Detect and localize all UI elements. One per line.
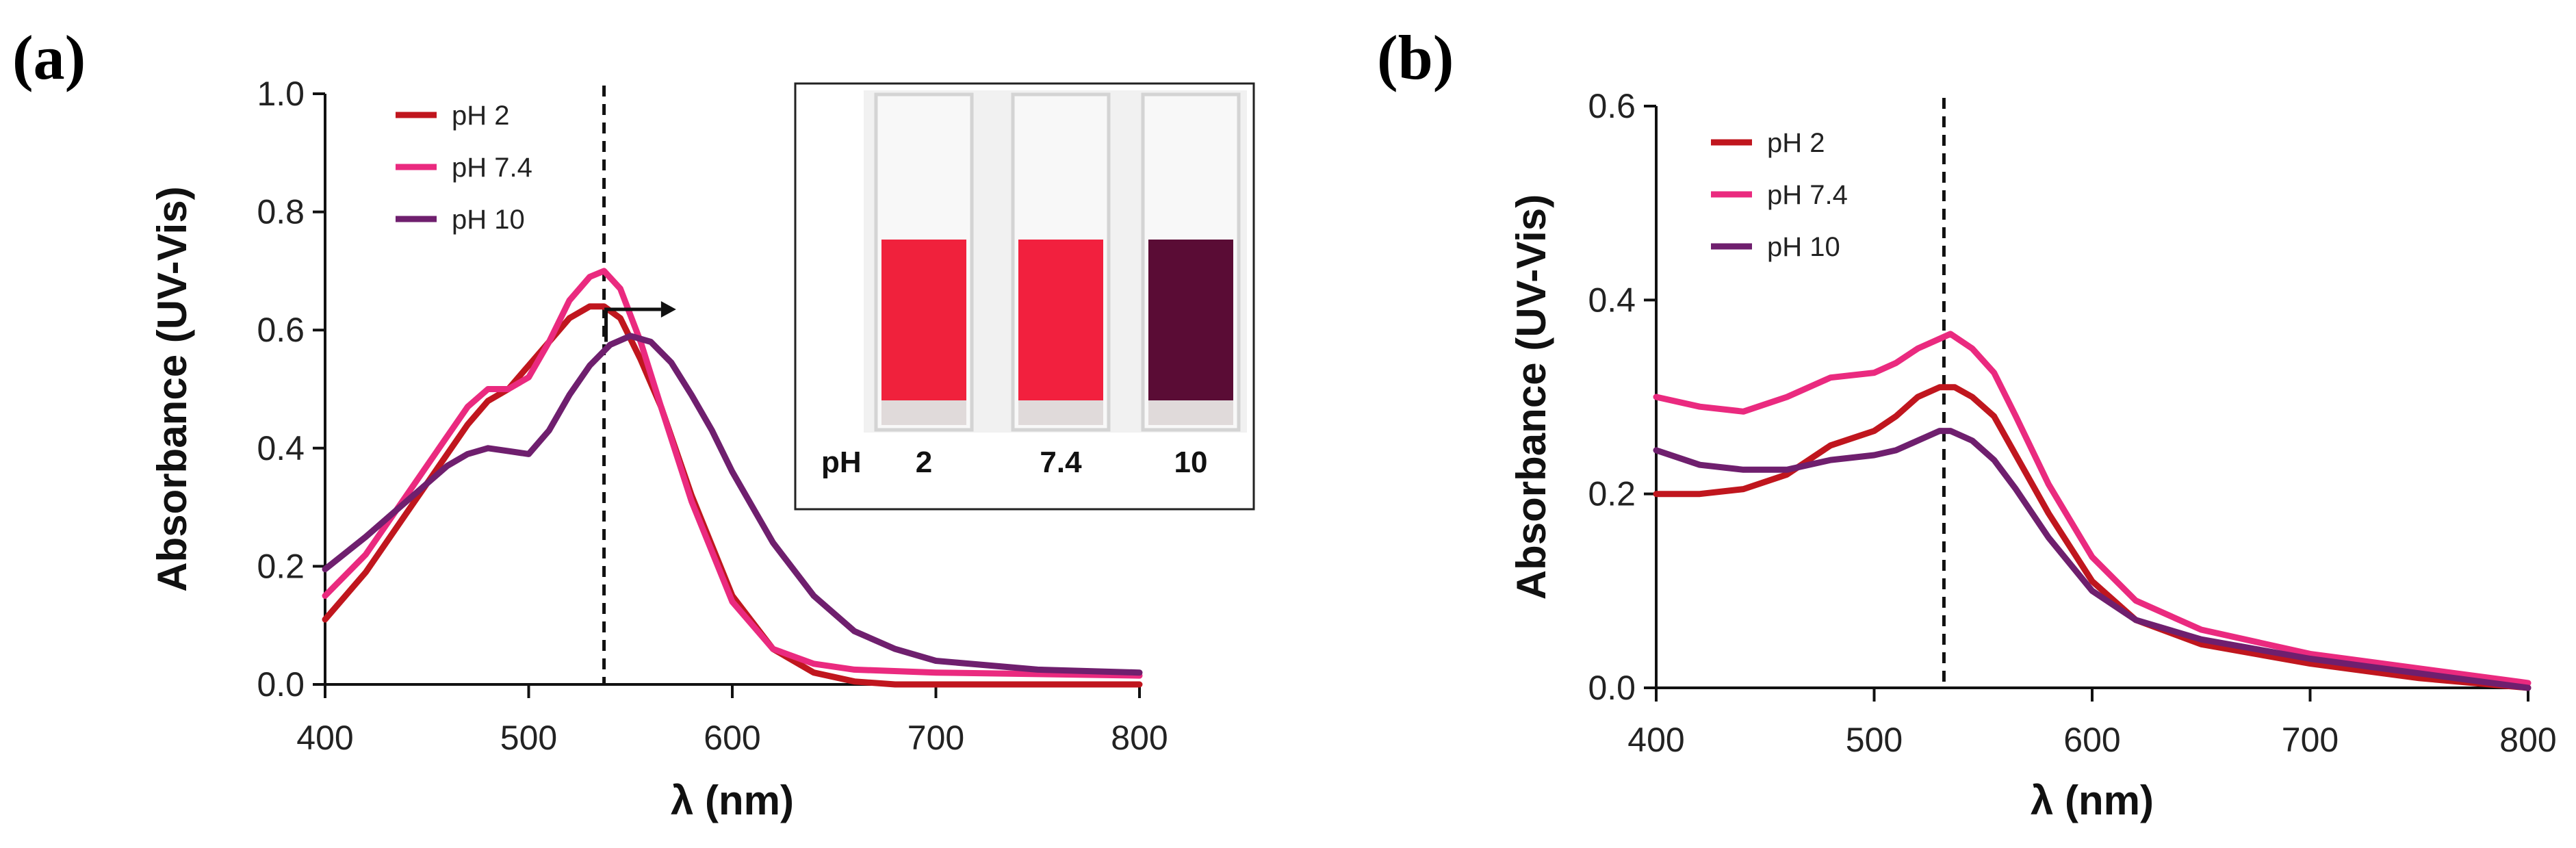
- inset-sample-label: 7.4: [1040, 446, 1082, 479]
- x-tick-label: 400: [1627, 721, 1684, 759]
- cuvette-solution: [1018, 240, 1103, 400]
- x-axis-title: λ (nm): [2031, 778, 2154, 823]
- y-axis-title: Absorbance (UV-Vis): [149, 186, 195, 591]
- y-tick-label: 0.8: [257, 193, 305, 231]
- series-line-ph-7-4: [1653, 331, 2532, 686]
- x-tick-label: 500: [1846, 721, 1903, 759]
- y-axis-title: Absorbance (UV-Vis): [1508, 194, 1554, 600]
- x-tick-label: 700: [2282, 721, 2339, 759]
- panel-label-a: (a): [12, 23, 86, 92]
- y-tick-label: 0.4: [257, 429, 305, 467]
- y-tick-label: 0.0: [257, 665, 305, 704]
- red-shift-arrowhead: [660, 300, 676, 318]
- legend-label: pH 10: [1767, 232, 1840, 262]
- cuvette-base: [881, 400, 966, 425]
- legend-label: pH 10: [452, 205, 525, 235]
- inset-sample-label: 10: [1174, 446, 1208, 479]
- y-tick-label: 0.0: [1588, 669, 1636, 707]
- series-line-ph-10: [1653, 428, 2532, 691]
- y-tick-label: 0.6: [257, 311, 305, 349]
- inset-photo: 2 7.4 10 pH: [794, 82, 1255, 511]
- legend-label: pH 2: [1767, 128, 1825, 158]
- cuvette-base: [1148, 400, 1233, 425]
- x-axis-title: λ (nm): [671, 778, 794, 823]
- x-tick-label: 800: [1111, 719, 1168, 757]
- x-tick-label: 800: [2499, 721, 2556, 759]
- series-line-ph-2: [1653, 384, 2532, 691]
- cuvette-solution: [1148, 240, 1233, 400]
- y-tick-label: 0.4: [1588, 281, 1636, 319]
- legend-label: pH 7.4: [1767, 180, 1848, 210]
- chart-a: 0.0 0.2 0.4 0.6 0.8 1.0 400 500 600 700 800 λ (nm) A…: [149, 75, 1168, 823]
- series-line-ph-2: [322, 303, 1143, 688]
- y-tick-label: 0.2: [1588, 475, 1636, 513]
- inset-ph-label: pH: [821, 446, 862, 479]
- x-tick-label: 600: [704, 719, 760, 757]
- legend-label: pH 2: [452, 101, 510, 131]
- y-tick-label: 1.0: [257, 75, 305, 113]
- y-tick-label: 0.6: [1588, 87, 1636, 125]
- y-tick-label: 0.2: [257, 547, 305, 585]
- legend-label: pH 7.4: [452, 153, 532, 183]
- series-line-ph-7-4: [322, 268, 1143, 679]
- cuvette-solution: [881, 240, 966, 400]
- inset-sample-label: 2: [916, 446, 932, 479]
- x-tick-label: 700: [907, 719, 964, 757]
- cuvette-base: [1018, 400, 1103, 425]
- panel-label-b: (b): [1377, 23, 1454, 92]
- x-tick-label: 400: [296, 719, 353, 757]
- x-tick-label: 600: [2063, 721, 2120, 759]
- x-tick-label: 500: [500, 719, 557, 757]
- series-line-ph-10: [322, 333, 1143, 676]
- red-shift-arrow: [604, 307, 661, 342]
- chart-b: 0.0 0.2 0.4 0.6 400 500 600 700 800 λ (nm) Absorba…: [1508, 87, 2557, 823]
